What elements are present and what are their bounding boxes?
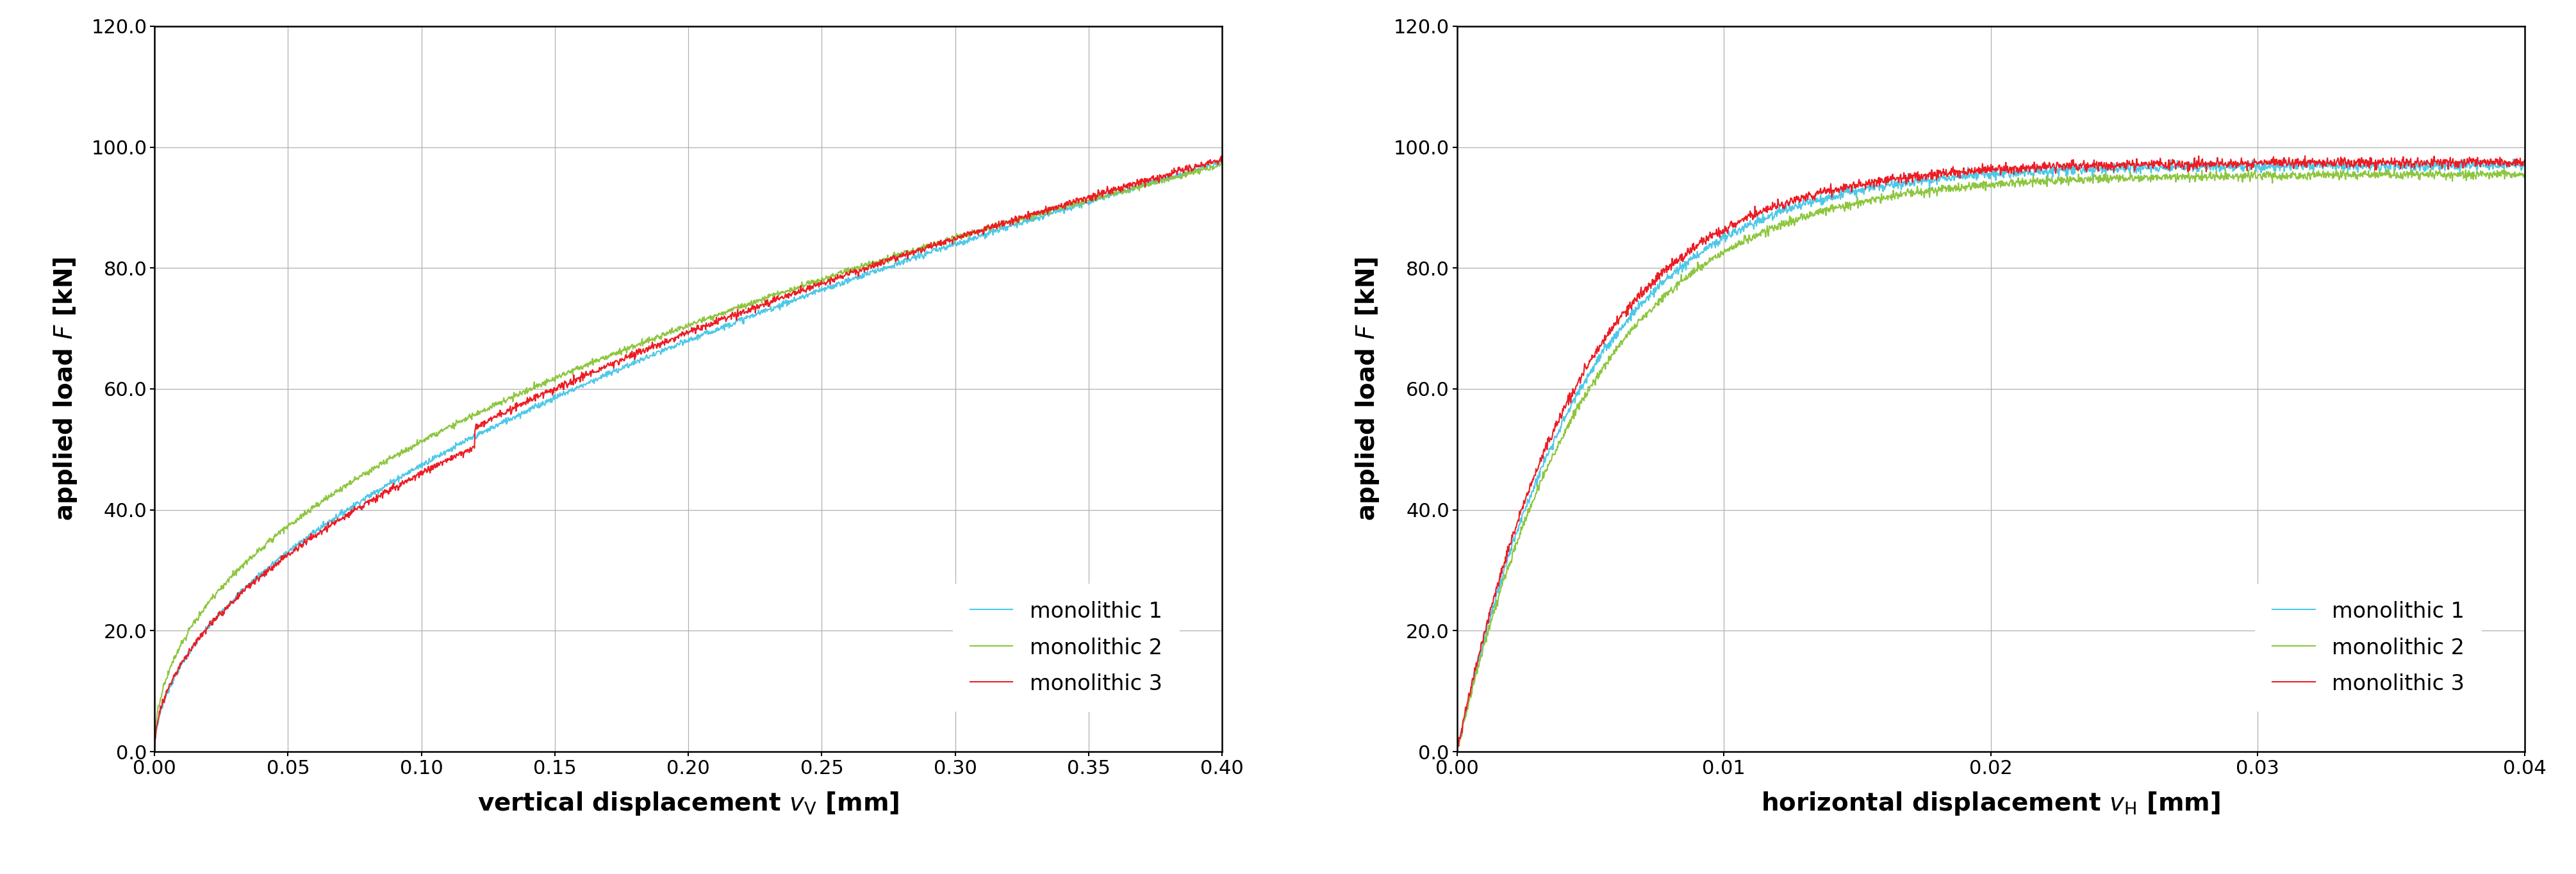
monolithic 2 [2478, 169, 2509, 179]
Line: monolithic 2: monolithic 2 [155, 163, 1221, 752]
monolithic 2 [1497, 558, 1528, 568]
monolithic 3 [1932, 170, 1963, 181]
Legend: monolithic 1, monolithic 2, monolithic 3: monolithic 1, monolithic 2, monolithic 3 [2254, 584, 2481, 712]
monolithic 2 [2282, 171, 2313, 182]
monolithic 3 [2478, 156, 2509, 167]
monolithic 2 [1203, 157, 1234, 168]
monolithic 3 [2282, 158, 2313, 169]
monolithic 3 [2290, 150, 2321, 161]
monolithic 3 [1443, 741, 1473, 752]
monolithic 3 [631, 345, 662, 356]
monolithic 1 [1932, 174, 1963, 184]
Y-axis label: applied load $F$ [kN]: applied load $F$ [kN] [52, 257, 80, 521]
monolithic 2 [1443, 743, 1473, 753]
monolithic 1 [2509, 159, 2540, 170]
monolithic 3 [1960, 166, 1991, 177]
monolithic 1 [1960, 168, 1991, 178]
monolithic 1 [1443, 746, 1473, 757]
Line: monolithic 1: monolithic 1 [1458, 159, 2524, 752]
monolithic 3 [1175, 163, 1206, 174]
Line: monolithic 1: monolithic 1 [155, 160, 1221, 749]
Line: monolithic 2: monolithic 2 [1458, 169, 2524, 748]
monolithic 2 [2488, 163, 2519, 174]
monolithic 2 [979, 218, 1010, 228]
monolithic 2 [139, 746, 170, 757]
monolithic 3 [2478, 159, 2509, 170]
monolithic 1 [1175, 163, 1206, 173]
monolithic 2 [631, 336, 662, 347]
monolithic 3 [659, 335, 690, 345]
Y-axis label: applied load $F$ [kN]: applied load $F$ [kN] [1355, 257, 1381, 521]
monolithic 1 [2391, 154, 2421, 164]
monolithic 1 [139, 744, 170, 754]
monolithic 1 [1206, 157, 1236, 168]
X-axis label: vertical displacement $v_\mathrm{V}$ [mm]: vertical displacement $v_\mathrm{V}$ [mm… [477, 790, 899, 817]
monolithic 2 [1960, 178, 1991, 189]
monolithic 3 [1497, 536, 1528, 546]
monolithic 2 [1206, 158, 1236, 169]
monolithic 3 [193, 621, 224, 631]
monolithic 2 [1175, 164, 1206, 175]
monolithic 1 [2282, 164, 2313, 175]
Legend: monolithic 1, monolithic 2, monolithic 3: monolithic 1, monolithic 2, monolithic 3 [953, 584, 1180, 712]
monolithic 3 [979, 222, 1010, 232]
monolithic 1 [2478, 158, 2509, 169]
monolithic 1 [1175, 167, 1206, 177]
monolithic 1 [631, 353, 662, 364]
monolithic 1 [979, 225, 1010, 235]
monolithic 2 [1175, 169, 1206, 179]
monolithic 1 [659, 342, 690, 352]
monolithic 1 [1206, 155, 1236, 165]
X-axis label: horizontal displacement $v_\mathrm{H}$ [mm]: horizontal displacement $v_\mathrm{H}$ [… [1762, 790, 2221, 817]
monolithic 2 [193, 597, 224, 607]
monolithic 2 [2509, 173, 2540, 184]
monolithic 2 [1932, 184, 1963, 194]
monolithic 3 [1206, 150, 1236, 161]
monolithic 2 [2478, 168, 2509, 178]
Line: monolithic 3: monolithic 3 [155, 156, 1221, 751]
monolithic 3 [2509, 155, 2540, 165]
monolithic 1 [2478, 159, 2509, 170]
monolithic 1 [1497, 545, 1528, 556]
monolithic 3 [1175, 162, 1206, 172]
monolithic 3 [139, 746, 170, 756]
Line: monolithic 3: monolithic 3 [1458, 156, 2524, 746]
monolithic 2 [659, 328, 690, 338]
monolithic 1 [193, 621, 224, 631]
